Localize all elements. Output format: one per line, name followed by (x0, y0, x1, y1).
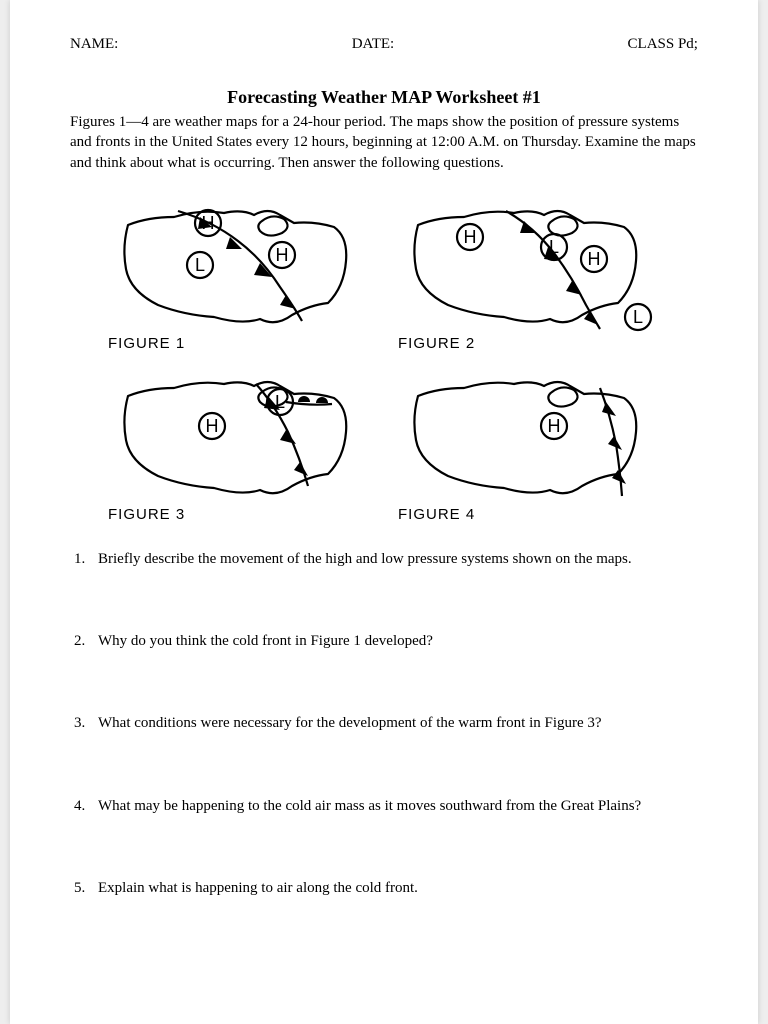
svg-text:L: L (633, 307, 643, 327)
figure-4-label: FIGURE 4 (398, 506, 664, 523)
maps-grid: H L H FIGURE 1 (104, 187, 664, 523)
class-label: CLASS Pd; (628, 36, 698, 53)
svg-text:L: L (549, 237, 559, 257)
questions-list: Briefly describe the movement of the hig… (70, 549, 698, 898)
name-label: NAME: (70, 36, 118, 53)
svg-text:H: H (464, 227, 477, 247)
figure-3: H L FIGURE 3 (104, 358, 374, 523)
svg-text:H: H (276, 245, 289, 265)
figure-4: H FIGURE 4 (394, 358, 664, 523)
question-3: What conditions were necessary for the d… (70, 713, 698, 733)
figure-3-label: FIGURE 3 (108, 506, 374, 523)
figure-2: H L H L FIGURE 2 (394, 187, 664, 352)
map-3-svg: H L (104, 358, 364, 508)
worksheet-title: Forecasting Weather MAP Worksheet #1 (70, 87, 698, 108)
intro-paragraph: Figures 1—4 are weather maps for a 24-ho… (70, 112, 698, 173)
map-1-svg: H L H (104, 187, 364, 337)
svg-text:H: H (548, 416, 561, 436)
svg-text:L: L (275, 392, 285, 412)
svg-text:H: H (588, 249, 601, 269)
date-label: DATE: (352, 36, 395, 53)
svg-text:L: L (195, 255, 205, 275)
figure-2-label: FIGURE 2 (398, 335, 664, 352)
figure-1-label: FIGURE 1 (108, 335, 374, 352)
worksheet-page: NAME: DATE: CLASS Pd; Forecasting Weathe… (10, 0, 758, 1024)
map-2-svg: H L H L (394, 187, 654, 337)
map-4-svg: H (394, 358, 654, 508)
question-4: What may be happening to the cold air ma… (70, 796, 698, 816)
question-1: Briefly describe the movement of the hig… (70, 549, 698, 569)
question-2: Why do you think the cold front in Figur… (70, 631, 698, 651)
svg-text:H: H (206, 416, 219, 436)
svg-text:H: H (202, 213, 215, 233)
header-row: NAME: DATE: CLASS Pd; (70, 36, 698, 53)
figure-1: H L H FIGURE 1 (104, 187, 374, 352)
question-5: Explain what is happening to air along t… (70, 878, 698, 898)
